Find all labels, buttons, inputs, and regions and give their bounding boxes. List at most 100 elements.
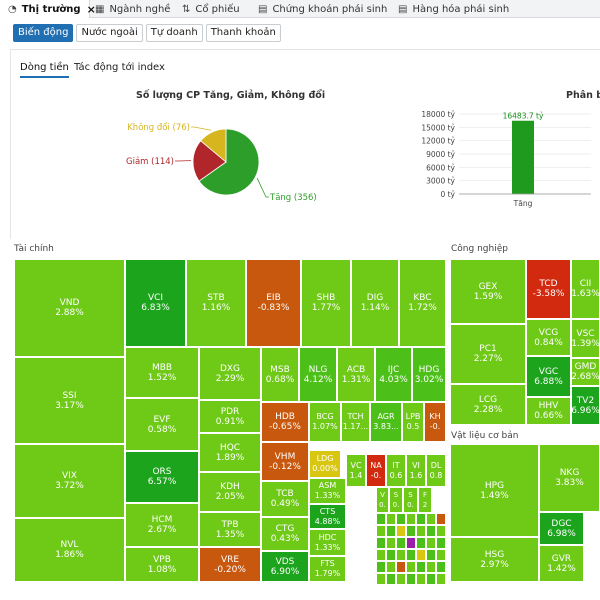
heatmap-tile-tpb[interactable]: TPB 1.35%: [199, 512, 261, 547]
heatmap-tile-hsg[interactable]: HSG 2.97%: [450, 537, 539, 582]
heatmap-tile-evf[interactable]: EVF 0.58%: [125, 398, 199, 451]
heatmap-tile-small[interactable]: [416, 537, 426, 549]
heatmap-tile-small[interactable]: [406, 573, 416, 585]
heatmap-tile-small[interactable]: [416, 561, 426, 573]
heatmap-tile-ors[interactable]: ORS 6.57%: [125, 451, 199, 503]
heatmap-tile-lcg[interactable]: LCG 2.28%: [450, 384, 526, 425]
heatmap-tile-small[interactable]: [426, 561, 436, 573]
heatmap-tile-vsc[interactable]: VSC 1.39%: [571, 319, 600, 358]
heatmap-tile-dgc[interactable]: DGC 6.98%: [539, 512, 584, 545]
heatmap-tile-small[interactable]: [376, 549, 386, 561]
heatmap-tile-vds[interactable]: VDS 6.90%: [261, 551, 309, 582]
heatmap-tile-small[interactable]: [396, 537, 406, 549]
heatmap-tile-asm[interactable]: ASM 1.33%: [309, 478, 346, 504]
heatmap-tile-s2[interactable]: S 0.: [403, 487, 418, 513]
heatmap-tile-nlg[interactable]: NLG 4.12%: [299, 347, 337, 402]
heatmap-tile-small[interactable]: [436, 573, 446, 585]
heatmap-tile-na[interactable]: NA -0.: [366, 454, 386, 487]
heatmap-tile-ssi[interactable]: SSI 3.17%: [14, 357, 125, 444]
heatmap-tile-hdg[interactable]: HDG 3.02%: [412, 347, 446, 402]
heatmap-tile-small[interactable]: [436, 525, 446, 537]
heatmap-tile-nkg[interactable]: NKG 3.83%: [539, 444, 600, 512]
heatmap-tile-small[interactable]: [376, 537, 386, 549]
heatmap-tile-small[interactable]: [436, 513, 446, 525]
heatmap-tile-cii[interactable]: CII 1.63%: [571, 259, 600, 319]
heatmap-tile-hqc[interactable]: HQC 1.89%: [199, 433, 261, 472]
heatmap-tile-small[interactable]: [376, 525, 386, 537]
heatmap-tile-cts[interactable]: CTS 4.88%: [309, 504, 346, 529]
heatmap-tile-small[interactable]: [426, 525, 436, 537]
heatmap-tile-small[interactable]: [396, 549, 406, 561]
heatmap-tile-small[interactable]: [386, 561, 396, 573]
heatmap-tile-eib[interactable]: EIB -0.83%: [246, 259, 301, 347]
heatmap-tile-msb[interactable]: MSB 0.68%: [261, 347, 299, 402]
heatmap-tile-small[interactable]: [396, 513, 406, 525]
heatmap-tile-vcg[interactable]: VCG 0.84%: [526, 319, 571, 356]
heatmap-tile-gmd[interactable]: GMD 2.68%: [571, 358, 600, 386]
heatmap-tile-kh[interactable]: KH -0.: [424, 402, 446, 442]
heatmap-tile-ijc[interactable]: IJC 4.03%: [375, 347, 412, 402]
heatmap-tile-shb[interactable]: SHB 1.77%: [301, 259, 351, 347]
heatmap-tile-small[interactable]: [416, 525, 426, 537]
heatmap-tile-small[interactable]: [436, 561, 446, 573]
tab-hang-hoa-phai-sinh[interactable]: ▤ Hàng hóa phái sinh: [398, 0, 509, 18]
heatmap-tile-small[interactable]: [386, 573, 396, 585]
heatmap-tile-small[interactable]: [386, 513, 396, 525]
heatmap-tile-vhm[interactable]: VHM -0.12%: [261, 442, 309, 481]
heatmap-tile-small[interactable]: [396, 525, 406, 537]
heatmap-tile-pdr[interactable]: PDR 0.91%: [199, 400, 261, 433]
heatmap-tile-small[interactable]: [406, 537, 416, 549]
heatmap-tile-gvr[interactable]: GVR 1.42%: [539, 545, 584, 582]
subtab-bien-dong[interactable]: Biến động: [13, 24, 73, 42]
heatmap-tile-small[interactable]: [386, 549, 396, 561]
heatmap-tile-hpg[interactable]: HPG 1.49%: [450, 444, 539, 537]
heatmap-tile-small[interactable]: [426, 513, 436, 525]
heatmap-tile-dxg[interactable]: DXG 2.29%: [199, 347, 261, 400]
heatmap-tile-kdh[interactable]: KDH 2.05%: [199, 472, 261, 512]
heatmap-tile-small[interactable]: [426, 549, 436, 561]
heatmap-tile-vgc[interactable]: VGC 6.88%: [526, 356, 571, 397]
heatmap-tile-small[interactable]: [376, 513, 386, 525]
heatmap-tile-small[interactable]: [406, 513, 416, 525]
inner-tab-dong-tien[interactable]: Dòng tiền: [20, 62, 69, 78]
heatmap-tile-small[interactable]: [396, 573, 406, 585]
heatmap-tile-it[interactable]: IT 0.6: [386, 454, 406, 487]
heatmap-tile-s1[interactable]: S 0.: [389, 487, 403, 513]
heatmap-tile-bcg[interactable]: BCG 1.07%: [309, 402, 341, 442]
heatmap-tile-small[interactable]: [396, 561, 406, 573]
heatmap-tile-vi[interactable]: VI 1.6: [406, 454, 426, 487]
heatmap-tile-tcb[interactable]: TCB 0.49%: [261, 481, 309, 517]
heatmap-tile-dl[interactable]: DL 0.8: [426, 454, 446, 487]
heatmap-tile-tv2[interactable]: TV2 6.96%: [571, 386, 600, 425]
heatmap-tile-acb[interactable]: ACB 1.31%: [337, 347, 375, 402]
heatmap-tile-small[interactable]: [386, 525, 396, 537]
subtab-thanh-khoan[interactable]: Thanh khoản: [206, 24, 281, 42]
heatmap-tile-small[interactable]: [376, 573, 386, 585]
heatmap-tile-vnd[interactable]: VND 2.88%: [14, 259, 125, 357]
heatmap-tile-vix[interactable]: VIX 3.72%: [14, 444, 125, 518]
subtab-tu-doanh[interactable]: Tự doanh: [146, 24, 203, 42]
heatmap-tile-small[interactable]: [416, 573, 426, 585]
heatmap-tile-tch[interactable]: TCH 1.17...: [341, 402, 370, 442]
heatmap-tile-pc1[interactable]: PC1 2.27%: [450, 324, 526, 384]
heatmap-tile-kbc[interactable]: KBC 1.72%: [399, 259, 446, 347]
heatmap-tile-small[interactable]: [406, 549, 416, 561]
heatmap-tile-small[interactable]: [406, 525, 416, 537]
heatmap-tile-hhv[interactable]: HHV 0.66%: [526, 397, 571, 425]
heatmap-tile-small[interactable]: [406, 561, 416, 573]
heatmap-tile-vpb[interactable]: VPB 1.08%: [125, 547, 199, 582]
heatmap-tile-small[interactable]: [416, 513, 426, 525]
tab-thi-truong[interactable]: ◔ Thị trường ×: [0, 0, 90, 18]
heatmap-tile-dig[interactable]: DIG 1.14%: [351, 259, 399, 347]
heatmap-tile-vc[interactable]: VC 1.4: [346, 454, 366, 487]
tab-chung-khoan-phai-sinh[interactable]: ▤ Chứng khoán phái sinh: [258, 0, 387, 18]
heatmap-tile-hdc[interactable]: HDC 1.33%: [309, 529, 346, 556]
subtab-nuoc-ngoai[interactable]: Nước ngoài: [76, 24, 142, 42]
heatmap-tile-tcd[interactable]: TCD -3.58%: [526, 259, 571, 319]
tab-nganh-nghe[interactable]: ▦ Ngành nghề: [95, 0, 170, 18]
heatmap-tile-lpb[interactable]: LPB 0.5: [402, 402, 424, 442]
heatmap-tile-small[interactable]: [416, 549, 426, 561]
heatmap-tile-stb[interactable]: STB 1.16%: [186, 259, 246, 347]
bar-tang[interactable]: [512, 121, 534, 194]
